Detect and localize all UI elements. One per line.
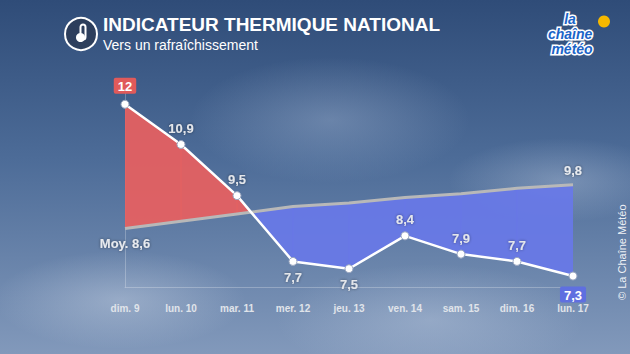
svg-text:ven. 14: ven. 14 [388,303,422,314]
svg-text:jeu. 13: jeu. 13 [332,303,365,314]
svg-text:la: la [564,11,580,27]
svg-text:© La Chaîne Météo: © La Chaîne Météo [616,204,628,300]
svg-text:chaîne: chaîne [548,26,596,42]
svg-text:9,8: 9,8 [564,163,582,178]
svg-text:7,7: 7,7 [508,238,526,253]
svg-text:10,9: 10,9 [168,121,193,136]
svg-text:INDICATEUR THERMIQUE NATIONAL: INDICATEUR THERMIQUE NATIONAL [103,14,440,35]
svg-text:9,5: 9,5 [228,172,246,187]
svg-text:7,5: 7,5 [340,277,358,292]
svg-text:Vers un rafraîchissement: Vers un rafraîchissement [103,37,258,53]
svg-text:7,9: 7,9 [452,231,470,246]
svg-text:dim. 9: dim. 9 [111,303,140,314]
svg-text:dim. 16: dim. 16 [500,303,535,314]
svg-text:8,4: 8,4 [396,212,415,227]
svg-text:lun. 17: lun. 17 [557,303,589,314]
svg-text:mer. 12: mer. 12 [276,303,311,314]
svg-text:Moy. 8,6: Moy. 8,6 [100,236,150,251]
svg-text:sam. 15: sam. 15 [443,303,480,314]
svg-text:7,7: 7,7 [284,270,302,285]
svg-text:météo: météo [551,41,593,57]
svg-text:lun. 10: lun. 10 [165,303,197,314]
svg-text:7,3: 7,3 [564,288,582,303]
svg-text:12: 12 [118,79,132,94]
svg-text:mar. 11: mar. 11 [220,303,254,314]
